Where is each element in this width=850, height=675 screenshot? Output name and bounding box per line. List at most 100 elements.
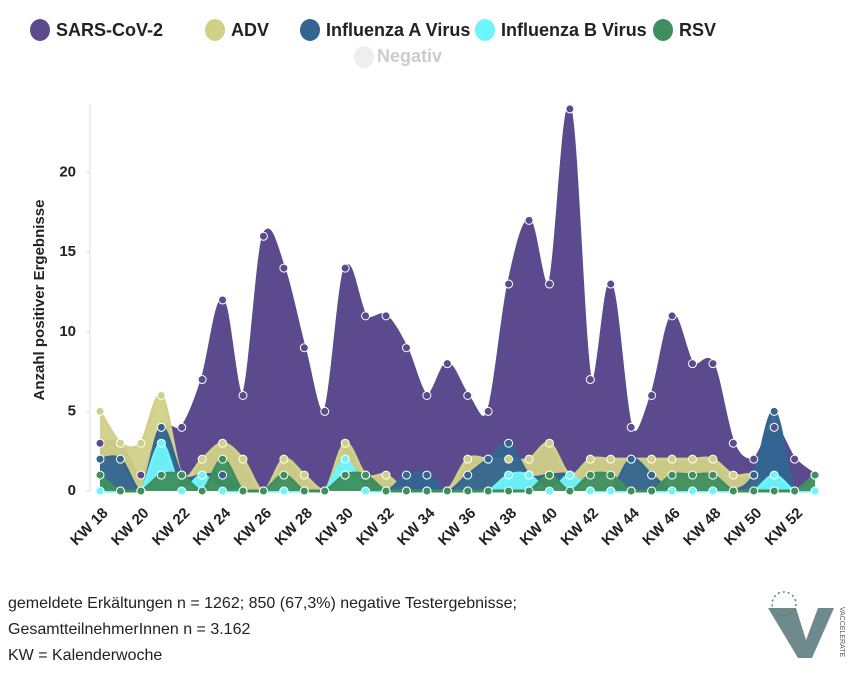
point: [585, 375, 595, 385]
point: [258, 231, 268, 241]
point: [177, 486, 187, 496]
logo-text: VACCELERATE: [838, 607, 845, 658]
point: [361, 470, 371, 480]
area: [100, 411, 816, 491]
point: [667, 454, 677, 464]
point: [136, 486, 146, 496]
x-tick-label: KW 50: [721, 505, 765, 549]
point: [422, 486, 432, 496]
point: [544, 486, 554, 496]
point: [483, 406, 493, 416]
point: [320, 486, 330, 496]
point: [95, 470, 105, 480]
footnote: KW = Kalenderwoche: [8, 647, 162, 664]
point: [279, 454, 289, 464]
legend-label: Influenza B Virus: [501, 20, 647, 40]
point: [218, 438, 228, 448]
point: [769, 470, 779, 480]
x-tick-label: KW 22: [149, 505, 193, 549]
x-tick-label: KW 18: [67, 505, 111, 549]
point: [422, 390, 432, 400]
x-tick-label: KW 40: [517, 505, 561, 549]
point: [483, 486, 493, 496]
point: [218, 470, 228, 480]
point: [504, 279, 514, 289]
point: [218, 295, 228, 305]
legend-swatch: [300, 19, 320, 41]
point: [463, 486, 473, 496]
y-tick-label: 0: [68, 482, 76, 499]
point: [361, 311, 371, 321]
point: [667, 486, 677, 496]
point: [115, 438, 125, 448]
point: [197, 375, 207, 385]
point: [115, 486, 125, 496]
x-tick-label: KW 24: [190, 504, 235, 549]
y-tick-label: 20: [59, 164, 76, 181]
footnote: GesamtteilnehmerInnen n = 3.162: [8, 621, 250, 638]
point: [340, 470, 350, 480]
area: [100, 459, 816, 491]
point: [340, 263, 350, 273]
point: [687, 486, 697, 496]
point: [238, 486, 248, 496]
point: [381, 470, 391, 480]
point: [565, 470, 575, 480]
point: [708, 454, 718, 464]
point: [810, 470, 820, 480]
x-tick-label: KW 46: [639, 505, 683, 549]
point: [524, 470, 534, 480]
point: [667, 311, 677, 321]
point: [299, 486, 309, 496]
point: [279, 486, 289, 496]
x-tick-label: KW 30: [312, 505, 356, 549]
y-tick-label: 10: [59, 323, 76, 340]
point: [401, 470, 411, 480]
point: [197, 486, 207, 496]
point: [728, 438, 738, 448]
point: [544, 279, 554, 289]
logo-stars: [771, 591, 797, 617]
point: [749, 470, 759, 480]
x-tick-label: KW 36: [435, 505, 479, 549]
point: [177, 422, 187, 432]
point: [381, 486, 391, 496]
point: [95, 438, 105, 448]
logo: VACCELERATE: [768, 591, 845, 658]
point: [463, 390, 473, 400]
point: [524, 454, 534, 464]
y-tick-label: 15: [59, 243, 76, 260]
point: [136, 438, 146, 448]
point: [626, 422, 636, 432]
point: [483, 454, 493, 464]
point: [463, 470, 473, 480]
point: [708, 470, 718, 480]
point: [299, 343, 309, 353]
point: [320, 406, 330, 416]
point: [790, 454, 800, 464]
point: [647, 390, 657, 400]
point: [218, 454, 228, 464]
point: [687, 470, 697, 480]
point: [647, 470, 657, 480]
point: [810, 486, 820, 496]
point: [667, 470, 677, 480]
point: [504, 454, 514, 464]
point: [115, 454, 125, 464]
point: [606, 470, 616, 480]
point: [401, 486, 411, 496]
point: [279, 470, 289, 480]
point: [728, 486, 738, 496]
point: [708, 486, 718, 496]
legend-label: Influenza A Virus: [326, 20, 470, 40]
point: [606, 454, 616, 464]
point: [197, 470, 207, 480]
point: [585, 486, 595, 496]
logo-mark: [768, 608, 834, 658]
point: [687, 454, 697, 464]
legend-swatch: [475, 19, 495, 41]
point: [136, 470, 146, 480]
point: [647, 486, 657, 496]
point: [565, 486, 575, 496]
